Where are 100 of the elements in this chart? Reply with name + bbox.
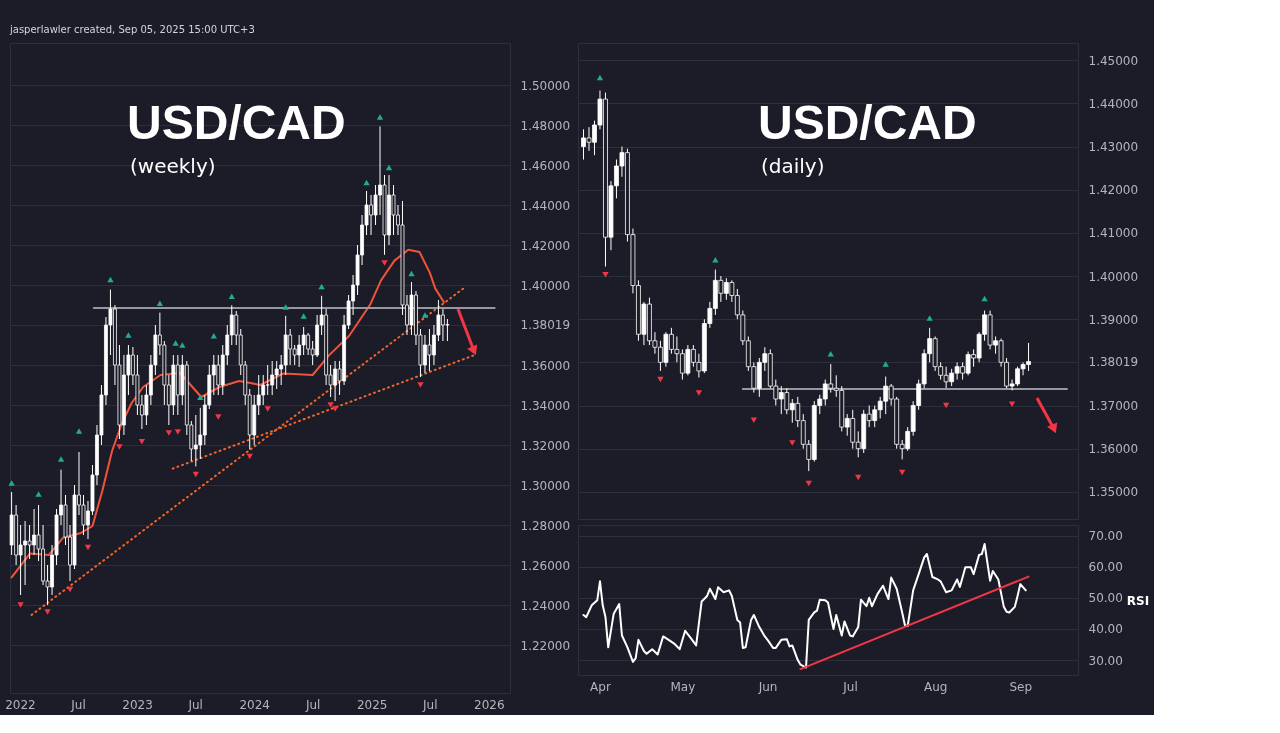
y-tick-label: 1.36000 xyxy=(1088,442,1139,457)
y-tick-label: 1.44000 xyxy=(1088,96,1139,111)
line-series xyxy=(10,248,445,579)
x-tick-label: Jul xyxy=(304,697,321,712)
point xyxy=(596,74,604,81)
candlestick xyxy=(427,328,432,372)
candlestick xyxy=(288,328,293,366)
point xyxy=(165,430,173,436)
y-tick-label: 70.00 xyxy=(1088,529,1123,544)
point xyxy=(215,414,222,420)
y-tick-label: 1.39000 xyxy=(1088,312,1139,327)
y-tick-label: 1.22000 xyxy=(520,638,571,653)
point xyxy=(805,480,812,487)
point xyxy=(789,440,796,446)
point xyxy=(282,304,289,310)
x-tick-label: Jul xyxy=(422,697,438,712)
x-tick-label: Jul xyxy=(842,679,858,694)
point xyxy=(179,342,186,348)
x-tick-label: Apr xyxy=(590,679,611,694)
point xyxy=(899,469,906,476)
point xyxy=(981,295,988,302)
point xyxy=(17,602,24,608)
y-tick-label: 1.45000 xyxy=(1088,53,1139,68)
point xyxy=(228,293,235,299)
point xyxy=(246,453,253,460)
x-tick-label: 2025 xyxy=(356,697,388,712)
x-tick-label: Sep xyxy=(1009,679,1033,694)
point xyxy=(421,312,429,318)
point xyxy=(942,402,950,409)
text: (weekly) xyxy=(130,154,216,178)
y-tick-label: 1.48000 xyxy=(520,118,571,133)
y-tick-label: 1.40000 xyxy=(520,278,571,293)
point xyxy=(331,406,339,412)
y-tick-label: 1.42000 xyxy=(1088,183,1139,198)
y-tick-label: 1.26000 xyxy=(520,558,571,573)
y-tick-label: 1.34000 xyxy=(520,398,571,413)
y-tick-label: 1.38019 xyxy=(1088,355,1139,370)
point xyxy=(116,444,123,450)
point xyxy=(695,390,703,396)
point xyxy=(125,332,132,338)
y-tick-label: 1.46000 xyxy=(520,158,571,173)
x-tick-label: 2022 xyxy=(5,697,36,712)
y-tick-label: 1.28000 xyxy=(520,518,571,533)
point xyxy=(376,114,384,120)
point xyxy=(35,491,42,497)
point xyxy=(75,428,83,434)
x-tick-label: Jun xyxy=(757,679,778,694)
candlestick xyxy=(216,354,221,396)
y-tick-label: 1.41000 xyxy=(1088,226,1139,241)
y-tick-label: 1.43000 xyxy=(1088,140,1139,155)
point xyxy=(156,300,164,306)
candlestick xyxy=(445,318,450,342)
point xyxy=(750,417,757,423)
point xyxy=(174,429,182,435)
point xyxy=(318,283,325,290)
point xyxy=(138,439,146,445)
point xyxy=(408,270,415,277)
point xyxy=(657,376,664,383)
x-tick-label: May xyxy=(670,679,696,694)
candlestick xyxy=(391,184,396,236)
candlestick xyxy=(27,524,32,560)
point xyxy=(363,179,370,186)
point xyxy=(210,333,217,339)
point xyxy=(855,474,862,481)
point xyxy=(264,406,271,412)
point xyxy=(300,313,307,319)
point xyxy=(57,456,65,462)
point xyxy=(66,586,74,593)
candlestick xyxy=(193,414,198,467)
x-tick-label: 2023 xyxy=(122,697,153,712)
x-tick-label: Jul xyxy=(70,697,86,712)
point xyxy=(926,315,933,321)
y-axis-title: RSI xyxy=(1126,593,1150,608)
text: USD/CAD xyxy=(127,96,346,149)
y-tick-label: 1.38019 xyxy=(520,318,571,333)
candlestick xyxy=(274,360,279,390)
point xyxy=(172,340,179,346)
point xyxy=(197,394,204,400)
y-tick-label: 1.36000 xyxy=(520,358,571,373)
y-tick-label: 60.00 xyxy=(1088,560,1123,575)
x-tick-label: Jul xyxy=(187,697,203,712)
y-tick-label: 30.00 xyxy=(1088,653,1123,668)
y-tick-label: 1.30000 xyxy=(520,478,571,493)
y-tick-label: 1.32000 xyxy=(520,438,571,453)
y-tick-label: 1.42000 xyxy=(520,238,571,253)
candlestick xyxy=(270,360,275,396)
x-tick-label: 2026 xyxy=(474,697,505,712)
candlestick xyxy=(265,364,270,396)
point xyxy=(1008,401,1016,407)
point xyxy=(385,164,393,171)
text: jasperlawler created, Sep 05, 2025 15:00 UTC+3 xyxy=(9,24,255,35)
point xyxy=(84,544,92,551)
y-tick-label: 50.00 xyxy=(1088,591,1123,606)
candlestick xyxy=(198,407,203,460)
line-series xyxy=(582,542,1027,669)
point xyxy=(882,361,889,367)
point xyxy=(602,272,609,278)
point xyxy=(8,480,15,486)
y-tick-label: 1.24000 xyxy=(520,598,571,613)
point xyxy=(417,382,424,388)
